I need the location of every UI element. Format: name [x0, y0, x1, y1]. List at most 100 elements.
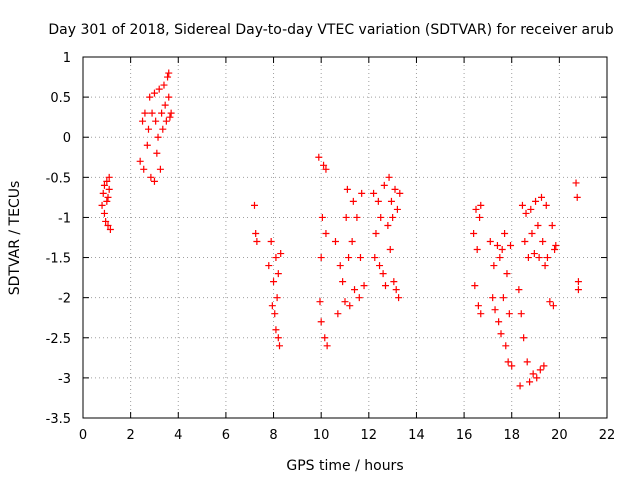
x-tick-label: 18	[503, 428, 520, 443]
data-point	[253, 238, 261, 246]
data-point	[353, 213, 361, 221]
data-point	[152, 117, 160, 125]
data-point	[322, 165, 330, 173]
axis-ticks: 0 2 4 6 8 10 12 14 16 18 20 22 1 0.5 0 -0.5 -1 -1.5 -2 -2.5…	[46, 51, 616, 443]
data-point	[147, 173, 155, 181]
x-tick-label: 22	[599, 428, 616, 443]
data-point	[389, 213, 397, 221]
data-point	[274, 270, 282, 278]
x-tick-label: 20	[551, 428, 568, 443]
grid-lines	[83, 57, 607, 418]
data-point	[103, 177, 111, 185]
data-point	[148, 109, 156, 117]
x-tick-label: 14	[408, 428, 425, 443]
data-point	[141, 109, 149, 117]
data-point	[518, 201, 526, 209]
data-point	[102, 217, 110, 225]
data-point	[265, 262, 273, 270]
data-point	[360, 282, 368, 290]
data-point	[343, 185, 351, 193]
data-point	[100, 209, 108, 217]
data-point	[342, 213, 350, 221]
data-point	[522, 209, 530, 217]
data-point	[272, 326, 280, 334]
data-point	[159, 125, 167, 133]
data-point	[273, 294, 281, 302]
data-point	[523, 358, 531, 366]
data-point	[499, 294, 507, 302]
data-point	[390, 278, 398, 286]
data-point	[358, 189, 366, 197]
data-point	[166, 113, 174, 121]
x-tick-label: 4	[174, 428, 182, 443]
data-point	[139, 117, 147, 125]
data-point	[470, 229, 478, 237]
data-point	[536, 366, 544, 374]
data-point	[546, 298, 554, 306]
data-point	[267, 238, 275, 246]
data-point	[345, 254, 353, 262]
data-point	[505, 310, 513, 318]
data-point	[486, 238, 494, 246]
data-point	[376, 262, 384, 270]
data-point	[520, 334, 528, 342]
data-point	[515, 286, 523, 294]
data-point	[103, 197, 111, 205]
data-point	[496, 254, 504, 262]
data-point	[155, 85, 163, 93]
data-point	[543, 254, 551, 262]
data-point	[386, 246, 394, 254]
x-tick-label: 10	[313, 428, 330, 443]
data-point	[534, 221, 542, 229]
data-points	[98, 69, 582, 390]
x-tick-label: 16	[456, 428, 473, 443]
data-point	[156, 165, 164, 173]
data-point	[395, 294, 403, 302]
data-point	[371, 254, 379, 262]
data-point	[250, 201, 258, 209]
data-point	[318, 213, 326, 221]
data-point	[372, 229, 380, 237]
data-point	[161, 101, 169, 109]
data-point	[158, 109, 166, 117]
data-point	[100, 181, 108, 189]
y-axis-label: SDTVAR / TECUs	[7, 181, 23, 296]
chart-title: Day 301 of 2018, Sidereal Day-to-day VTE…	[48, 22, 613, 38]
data-point	[136, 157, 144, 165]
data-point	[167, 109, 175, 117]
data-point	[105, 185, 113, 193]
data-point	[477, 201, 485, 209]
y-tick-label: -2	[58, 292, 71, 307]
data-point	[473, 246, 481, 254]
plot-frame	[82, 56, 608, 419]
data-point	[384, 221, 392, 229]
data-point	[527, 205, 535, 213]
data-point	[574, 278, 582, 286]
data-point	[106, 225, 114, 233]
data-point	[322, 229, 330, 237]
data-point	[271, 310, 279, 318]
data-point	[252, 229, 260, 237]
y-tick-label: -1.5	[46, 252, 71, 267]
y-tick-label: 0.5	[50, 91, 71, 106]
data-point	[572, 179, 580, 187]
data-point	[150, 89, 158, 97]
x-tick-label: 8	[269, 428, 277, 443]
data-point	[472, 205, 480, 213]
data-point	[272, 254, 280, 262]
data-point	[99, 189, 107, 197]
x-tick-label: 12	[361, 428, 378, 443]
data-point	[521, 238, 529, 246]
data-point	[315, 153, 323, 161]
data-point	[551, 246, 559, 254]
data-point	[541, 262, 549, 270]
data-point	[339, 278, 347, 286]
data-point	[316, 298, 324, 306]
y-tick-label: 0	[63, 131, 71, 146]
data-point	[104, 193, 112, 201]
y-tick-label: -3	[58, 372, 71, 387]
data-point	[474, 302, 482, 310]
data-point	[477, 310, 485, 318]
data-point	[528, 229, 536, 237]
